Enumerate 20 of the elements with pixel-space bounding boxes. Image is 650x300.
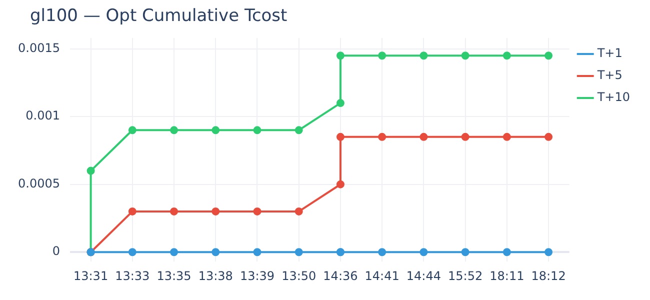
y-tick-label: 0 [52,244,60,258]
x-tick-label: 13:31 [74,268,108,283]
y-tick-label: 0.0015 [18,40,60,55]
y-tick-label: 0.001 [26,108,60,123]
x-tick-label: 13:50 [282,268,316,283]
x-tick-label: 13:39 [240,268,275,283]
x-tick-label: 13:38 [198,268,233,283]
chart-title: gl100 — Opt Cumulative Tcost [30,6,288,26]
x-tick-label: 15:52 [448,268,483,283]
legend-label: T+5 [596,68,622,82]
x-tick-label: 14:36 [323,268,358,283]
x-tick-label: 14:44 [406,268,441,283]
x-tick-label: 18:11 [490,268,524,283]
y-tick-label: 0.0005 [18,176,60,190]
x-tick-label: 18:12 [531,268,566,283]
legend-label: T+1 [596,46,622,60]
x-tick-label: 13:35 [156,268,192,283]
x-tick-label: 14:41 [364,268,400,283]
legend-label: T+10 [596,90,630,104]
x-tick-label: 13:33 [115,268,150,283]
